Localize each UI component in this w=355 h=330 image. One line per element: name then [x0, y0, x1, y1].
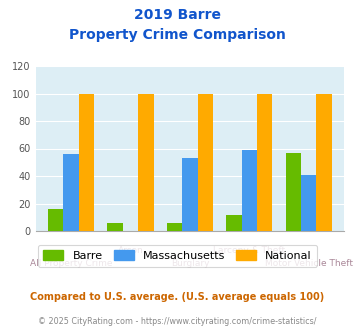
Text: 2019 Barre: 2019 Barre: [134, 8, 221, 22]
Text: Motor Vehicle Theft: Motor Vehicle Theft: [265, 259, 353, 268]
Bar: [301, 175, 316, 231]
Legend: Barre, Massachusetts, National: Barre, Massachusetts, National: [38, 245, 317, 267]
Bar: [48, 209, 64, 231]
Text: Burglary: Burglary: [171, 259, 209, 268]
Bar: [138, 93, 154, 231]
Bar: [316, 93, 332, 231]
Text: Property Crime Comparison: Property Crime Comparison: [69, 28, 286, 42]
Bar: [198, 93, 213, 231]
Text: Larceny & Theft: Larceny & Theft: [213, 246, 285, 255]
Text: Arson: Arson: [118, 246, 143, 255]
Bar: [64, 154, 79, 231]
Bar: [285, 152, 301, 231]
Bar: [107, 223, 123, 231]
Text: © 2025 CityRating.com - https://www.cityrating.com/crime-statistics/: © 2025 CityRating.com - https://www.city…: [38, 317, 317, 326]
Text: Compared to U.S. average. (U.S. average equals 100): Compared to U.S. average. (U.S. average …: [31, 292, 324, 302]
Text: All Property Crime: All Property Crime: [30, 259, 113, 268]
Bar: [226, 214, 242, 231]
Bar: [257, 93, 273, 231]
Bar: [242, 150, 257, 231]
Bar: [182, 158, 198, 231]
Bar: [167, 223, 182, 231]
Bar: [79, 93, 94, 231]
